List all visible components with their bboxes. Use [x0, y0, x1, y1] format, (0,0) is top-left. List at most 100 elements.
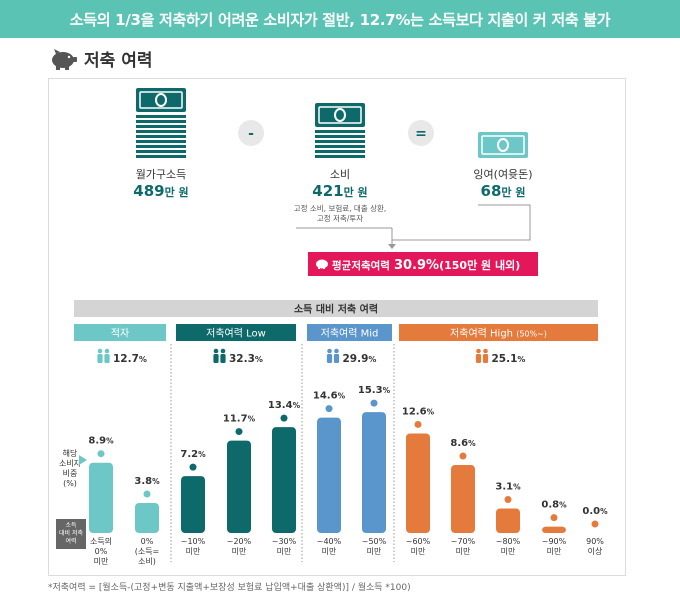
surplus-label: 잉여(여윳돈) [473, 168, 532, 181]
content-frame [48, 78, 626, 576]
bar-2 [181, 476, 205, 533]
bar-dot-2 [189, 463, 197, 471]
value-label-unit-4: % [293, 401, 301, 410]
group-share-0: 12.7% [113, 353, 147, 365]
category-label-8-0: ~70% [451, 537, 476, 546]
group-label-suffix-3: (50%~) [516, 330, 547, 339]
bar-4 [272, 427, 296, 533]
connector-left [296, 227, 393, 240]
category-label-6-1: 미만 [367, 547, 382, 556]
category-label-0-0: 소득의 [90, 536, 112, 546]
bar-7 [406, 433, 430, 533]
avg-box [308, 252, 538, 276]
spend-note-2: 고정 저축/투자 [317, 213, 363, 223]
value-label-10: 0.8% [541, 500, 567, 511]
bar-dot-1 [143, 490, 151, 498]
category-label-1-0: 0% [141, 537, 154, 546]
groups-header-bar [74, 300, 598, 317]
value-label-unit-0: % [106, 437, 114, 446]
category-label-3-0: ~20% [227, 537, 252, 546]
header-title: 소득의 1/3을 저축하기 어려운 소비자가 절반, 12.7%는 소득보다 지… [69, 10, 611, 29]
value-label-unit-2: % [198, 450, 206, 459]
value-label-9: 3.1% [495, 482, 521, 493]
group-label-1: 저축여력 Low [206, 328, 266, 340]
surplus-unit: 만 원 [501, 185, 525, 199]
value-label-unit-7: % [427, 407, 435, 416]
section-title-text: 저축 여력 [84, 51, 153, 71]
people-icon-2 [326, 348, 340, 363]
spend-bill-stack-icon [315, 103, 365, 158]
category-label-11-1: 이상 [588, 546, 603, 556]
avg-value: 30.9% [394, 258, 439, 273]
piggy-bank-icon [52, 48, 77, 70]
spend-note-1: 고정 소비, 보험료, 대출 상환, [294, 203, 387, 213]
value-label-unit-6: % [383, 386, 391, 395]
value-label-3: 11.7% [223, 414, 256, 425]
ylabel-line-3: 비중 [63, 469, 78, 478]
group-share-1: 32.3% [229, 353, 263, 365]
group-share-unit-1: % [255, 355, 263, 364]
ylabel-line-4: (%) [63, 479, 77, 488]
income-label: 월가구소득 [136, 168, 187, 181]
value-label-unit-9: % [513, 483, 521, 492]
spend-amount: 421만 원 [312, 182, 367, 200]
bar-dot-8 [459, 452, 467, 460]
ylabel-arrow-icon [79, 455, 87, 465]
bar-8 [451, 465, 475, 533]
group-share-2: 29.9% [343, 353, 377, 365]
xlabel-line-2: 대비 저축 [59, 529, 83, 537]
xlabel-badge [56, 519, 86, 549]
bar-10 [542, 526, 566, 533]
value-label-unit-10: % [559, 501, 567, 510]
category-label-3-1: 미만 [232, 547, 247, 556]
equals-sign-icon [408, 120, 434, 146]
section-title: 저축 여력 [48, 46, 152, 71]
income-unit: 만 원 [165, 185, 189, 199]
category-label-1-1: (소득= [135, 547, 160, 556]
category-label-9-0: ~80% [496, 537, 521, 546]
minus-sign-icon [238, 120, 264, 146]
category-label-9-1: 미만 [501, 547, 516, 556]
value-label-unit-1: % [152, 477, 160, 486]
group-label-2: 저축여력 Mid [321, 328, 379, 340]
header-banner: 소득의 1/3을 저축하기 어려운 소비자가 절반, 12.7%는 소득보다 지… [0, 0, 680, 38]
ylabel-line-1: 해당 [63, 448, 78, 458]
income-bill-stack-icon [136, 88, 186, 158]
value-label-unit-5: % [338, 392, 346, 401]
bar-5 [317, 417, 341, 533]
category-label-8-1: 미만 [456, 547, 471, 556]
surplus-amount: 68만 원 [481, 182, 526, 200]
footnote: *저축여력 = [월소득-(고정+변동 지출액+보장성 보험료 납입액+대출 상… [48, 583, 411, 593]
income-value: 489 [133, 182, 164, 200]
group-tag-1 [176, 324, 296, 341]
people-icon-1 [213, 348, 226, 363]
category-label-6-0: ~50% [362, 537, 387, 546]
group-share-unit-3: % [517, 355, 525, 364]
bar-dot-10 [550, 514, 558, 522]
category-label-7-1: 미만 [411, 547, 426, 556]
bar-dot-3 [235, 428, 243, 436]
group-share-3: 25.1% [492, 353, 526, 365]
value-label-6: 15.3% [358, 385, 391, 396]
category-label-4-0: ~30% [272, 537, 297, 546]
bar-dot-5 [325, 405, 333, 413]
group-share-unit-2: % [368, 355, 376, 364]
value-label-1: 3.8% [134, 476, 160, 487]
category-label-11-0: 90% [586, 537, 604, 546]
minus-sign: - [248, 126, 254, 142]
category-label-4-1: 미만 [277, 547, 292, 556]
spend-label: 소비 [330, 168, 350, 181]
category-label-0-1: 0% [95, 547, 108, 556]
category-label-2-1: 미만 [186, 547, 201, 556]
groups-header-text: 소득 대비 저축 여력 [294, 303, 378, 316]
equals-sign: = [415, 126, 427, 142]
spend-value: 421 [312, 182, 343, 200]
bar-dot-9 [504, 496, 512, 504]
group-label-0: 적자 [111, 328, 129, 340]
category-label-7-0: ~60% [406, 537, 431, 546]
bar-dot-0 [97, 450, 105, 458]
category-label-10-0: ~90% [542, 537, 567, 546]
surplus-bill-icon [478, 132, 528, 158]
value-label-7: 12.6% [402, 406, 435, 417]
